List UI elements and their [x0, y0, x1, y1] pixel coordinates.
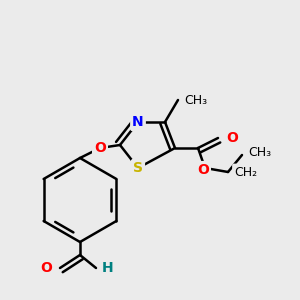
- Text: O: O: [94, 141, 106, 155]
- Text: S: S: [133, 161, 143, 175]
- Text: H: H: [102, 261, 114, 275]
- Text: N: N: [132, 115, 144, 129]
- Text: CH₃: CH₃: [184, 94, 207, 106]
- Text: O: O: [40, 261, 52, 275]
- Text: CH₃: CH₃: [248, 146, 271, 160]
- Text: O: O: [226, 131, 238, 145]
- Text: O: O: [197, 163, 209, 177]
- Text: CH₂: CH₂: [234, 166, 257, 178]
